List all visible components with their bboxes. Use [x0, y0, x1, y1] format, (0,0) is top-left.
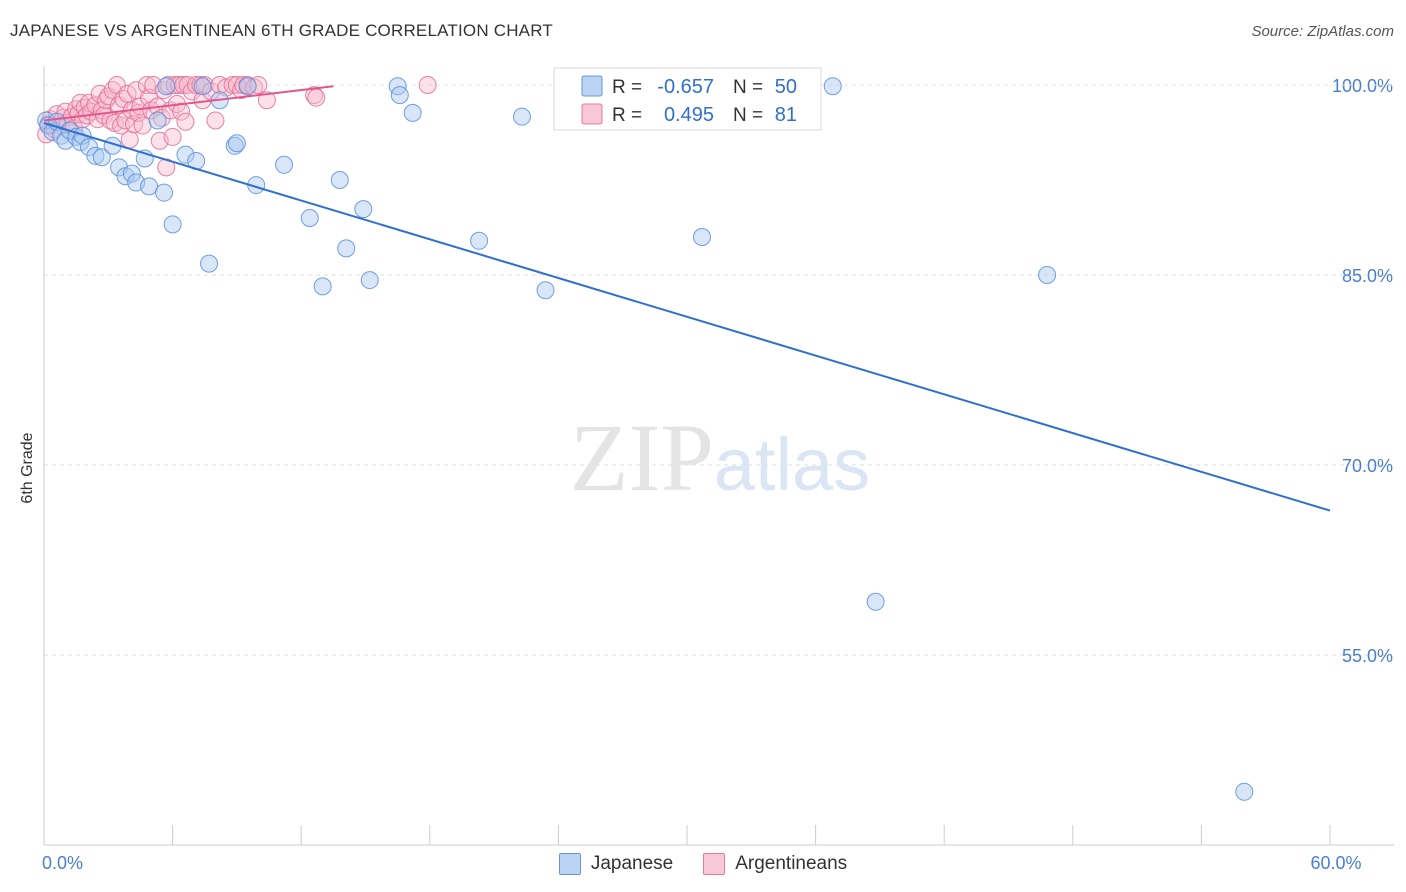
data-point-japanese [390, 86, 409, 105]
legend-label-japanese: Japanese [590, 853, 674, 874]
bottom-legend: Japanese Argentineans [0, 852, 1406, 876]
data-point-japanese [300, 209, 319, 227]
stats-legend-swatch [581, 75, 603, 97]
data-point-japanese [200, 254, 219, 273]
data-point-japanese [92, 148, 111, 167]
data-point-japanese [86, 146, 105, 165]
y-tick-label: 70.0% [1342, 456, 1393, 476]
data-point-argentineans [172, 102, 191, 121]
watermark: ZIPatlas [570, 404, 870, 511]
data-point-argentineans [223, 76, 242, 94]
series-argentineans [37, 76, 437, 177]
n-value: 50 [775, 76, 797, 98]
r-value: 0.495 [664, 104, 714, 126]
watermark-zip: ZIP [570, 404, 714, 511]
data-point-japanese [823, 77, 842, 96]
data-point-japanese [227, 134, 246, 153]
legend-item-japanese[interactable]: Japanese [558, 852, 674, 876]
stats-legend-swatch [581, 103, 603, 125]
x-tick-label: 0.0% [42, 853, 83, 873]
data-point-japanese [693, 228, 712, 246]
data-point-argentineans [305, 86, 324, 105]
y-tick-label: 100.0% [1332, 76, 1393, 96]
stats-legend: R = -0.657 N = 50 R = 0.495 N = 81 [553, 67, 822, 131]
n-label: N = [733, 105, 763, 126]
data-point-japanese [140, 177, 159, 196]
n-label: N = [733, 77, 763, 98]
data-point-japanese [512, 107, 531, 126]
data-point-argentineans [418, 76, 437, 94]
r-label: R = [612, 77, 642, 98]
data-point-japanese [80, 138, 99, 157]
y-tick-label: 85.0% [1342, 266, 1393, 286]
data-point-japanese [275, 155, 294, 174]
data-point-argentineans [120, 130, 139, 149]
data-point-japanese [313, 277, 332, 296]
data-point-japanese [163, 215, 182, 234]
data-point-japanese [866, 592, 885, 611]
data-point-japanese [148, 111, 167, 130]
data-point-japanese [238, 77, 257, 96]
data-point-argentineans [206, 111, 225, 130]
japanese-swatch [558, 853, 581, 875]
data-point-argentineans [144, 76, 163, 94]
chart-title: JAPANESE VS ARGENTINEAN 6TH GRADE CORREL… [10, 21, 553, 40]
data-point-japanese [403, 103, 422, 122]
data-point-japanese [122, 164, 141, 183]
data-point-japanese [1235, 782, 1254, 801]
n-value: 81 [775, 104, 797, 126]
data-point-japanese [330, 171, 349, 189]
legend-item-argentineans[interactable]: Argentineans [703, 852, 847, 876]
data-point-argentineans [257, 91, 276, 110]
trendline-argentineans [43, 85, 334, 122]
data-point-japanese [176, 145, 195, 164]
r-value: -0.657 [657, 76, 714, 98]
data-point-argentineans [176, 112, 195, 131]
data-point-japanese [536, 281, 555, 300]
data-point-japanese [56, 131, 75, 150]
data-point-argentineans [133, 116, 152, 135]
data-point-japanese [193, 77, 212, 96]
data-point-japanese [360, 271, 379, 290]
data-point-japanese [1038, 266, 1057, 284]
data-point-argentineans [163, 127, 182, 146]
y-tick-label: 55.0% [1342, 646, 1393, 666]
x-tick-label: 60.0% [1310, 853, 1361, 873]
data-point-japanese [354, 200, 373, 219]
data-point-japanese [388, 77, 407, 96]
data-point-argentineans [118, 84, 137, 103]
legend-label-argentineans: Argentineans [735, 853, 848, 874]
data-point-japanese [470, 231, 489, 250]
r-label: R = [612, 105, 642, 126]
trendline-japanese [43, 122, 1331, 512]
data-point-japanese [157, 77, 176, 96]
data-point-japanese [337, 239, 356, 258]
argentineans-swatch [703, 853, 726, 875]
data-point-japanese [225, 136, 244, 155]
watermark-atlas: atlas [714, 423, 870, 506]
source-label: Source: ZipAtlas.com [1251, 23, 1394, 40]
data-point-argentineans [307, 88, 326, 107]
data-point-japanese [155, 183, 174, 202]
